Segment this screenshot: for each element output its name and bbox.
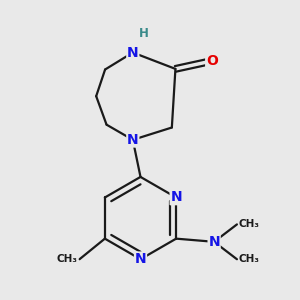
- Text: N: N: [208, 235, 220, 249]
- Text: N: N: [135, 252, 146, 266]
- Text: N: N: [127, 133, 139, 147]
- Text: H: H: [139, 28, 149, 40]
- Text: N: N: [127, 46, 139, 59]
- Text: CH₃: CH₃: [238, 254, 260, 264]
- Text: O: O: [206, 54, 218, 68]
- Text: CH₃: CH₃: [57, 254, 78, 264]
- Text: CH₃: CH₃: [238, 219, 260, 230]
- Text: N: N: [170, 190, 182, 205]
